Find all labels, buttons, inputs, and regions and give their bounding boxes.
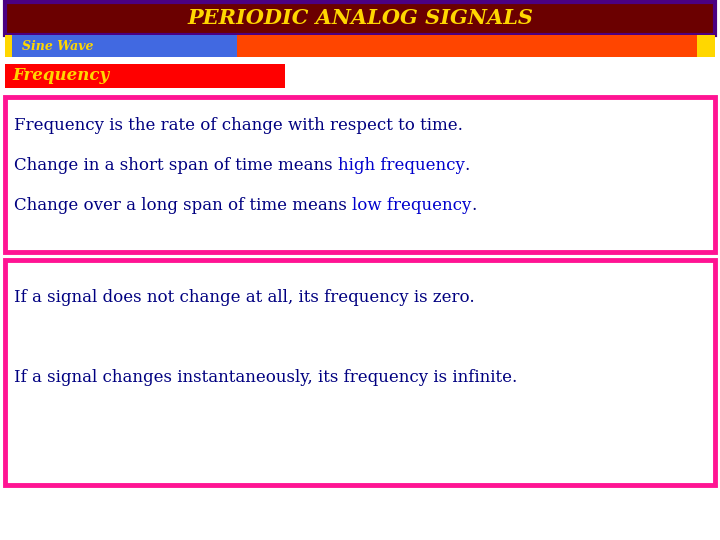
Bar <box>697 35 715 57</box>
Bar <box>5 35 12 57</box>
Text: low frequency: low frequency <box>352 197 472 213</box>
Text: Sine Wave: Sine Wave <box>22 39 94 52</box>
Text: .: . <box>472 197 477 213</box>
Text: Frequency: Frequency <box>12 68 109 84</box>
Text: .: . <box>464 157 470 173</box>
Text: If a signal changes instantaneously, its frequency is infinite.: If a signal changes instantaneously, its… <box>14 369 517 387</box>
Bar <box>237 35 697 57</box>
FancyBboxPatch shape <box>5 97 715 252</box>
Text: Change over a long span of time means: Change over a long span of time means <box>14 197 352 213</box>
Text: PERIODIC ANALOG SIGNALS: PERIODIC ANALOG SIGNALS <box>187 9 533 29</box>
Text: Frequency is the rate of change with respect to time.: Frequency is the rate of change with res… <box>14 117 463 133</box>
FancyBboxPatch shape <box>5 260 715 485</box>
FancyBboxPatch shape <box>5 2 715 35</box>
Text: If a signal does not change at all, its frequency is zero.: If a signal does not change at all, its … <box>14 289 474 307</box>
Text: Change in a short span of time means: Change in a short span of time means <box>14 157 338 173</box>
Bar <box>12 35 237 57</box>
Bar <box>5 64 285 88</box>
Text: high frequency: high frequency <box>338 157 464 173</box>
